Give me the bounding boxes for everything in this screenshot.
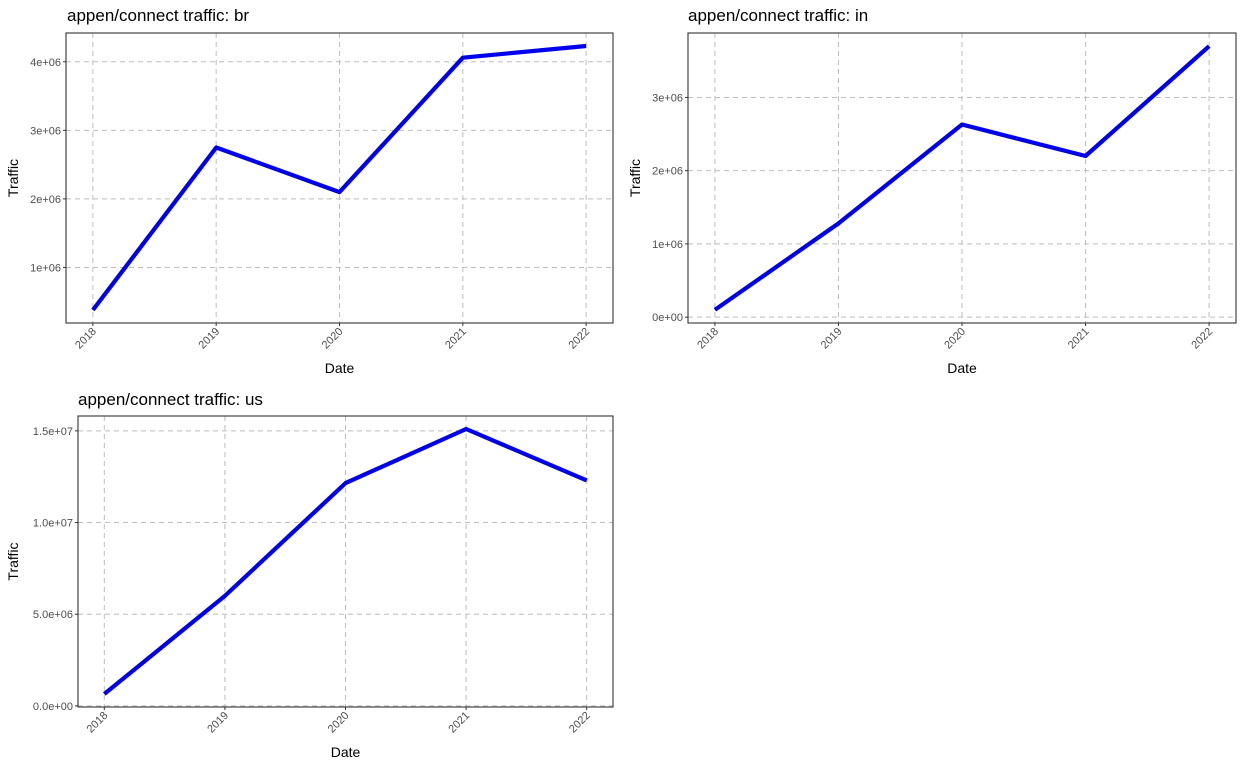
y-tick-label: 3e+06 bbox=[652, 92, 683, 104]
y-tick-label: 1e+06 bbox=[652, 239, 683, 251]
x-tick-label: 2018 bbox=[695, 326, 721, 352]
y-tick-label: 5.0e+06 bbox=[33, 609, 73, 621]
x-tick-label: 2020 bbox=[326, 710, 352, 736]
x-tick-label: 2021 bbox=[446, 710, 472, 736]
y-axis-title: Traffic bbox=[5, 542, 21, 580]
x-tick-label: 2020 bbox=[942, 326, 968, 352]
y-axis-title: Traffic bbox=[5, 159, 21, 197]
x-tick-label: 2019 bbox=[205, 710, 231, 736]
y-tick-label: 2e+06 bbox=[652, 166, 683, 178]
y-tick-label: 1.0e+07 bbox=[33, 518, 73, 530]
x-tick-label: 2020 bbox=[320, 326, 346, 352]
y-tick-label: 4e+06 bbox=[30, 57, 61, 69]
y-axis-title: Traffic bbox=[627, 159, 643, 197]
x-axis-title: Date bbox=[325, 360, 355, 376]
x-tick-label: 2019 bbox=[197, 326, 223, 352]
x-tick-label: 2022 bbox=[1189, 326, 1215, 352]
x-tick-label: 2018 bbox=[85, 710, 111, 736]
y-tick-label: 0.0e+00 bbox=[33, 701, 73, 713]
chart-panel: appen/connect traffic: us 0.0e+00 5.0e+06 1… bbox=[5, 390, 614, 760]
y-tick-label: 1.5e+07 bbox=[33, 426, 73, 438]
x-tick-label: 2022 bbox=[566, 326, 592, 352]
series-line bbox=[713, 44, 1211, 312]
chart-title: appen/connect traffic: br bbox=[67, 6, 249, 25]
series-line bbox=[91, 43, 587, 312]
y-tick-label: 0e+00 bbox=[652, 312, 683, 324]
x-axis-title: Date bbox=[947, 360, 977, 376]
x-tick-label: 2022 bbox=[567, 710, 593, 736]
y-tick-label: 1e+06 bbox=[30, 262, 61, 274]
x-axis-title: Date bbox=[331, 744, 361, 760]
x-tick-label: 2018 bbox=[73, 326, 99, 352]
x-tick-label: 2019 bbox=[819, 326, 845, 352]
x-tick-label: 2021 bbox=[443, 326, 469, 352]
chart-panel: appen/connect traffic: br 1e+06 2e+06 3e+06… bbox=[5, 6, 614, 376]
x-tick-label: 2021 bbox=[1066, 326, 1092, 352]
y-tick-label: 2e+06 bbox=[30, 194, 61, 206]
chart-panel: appen/connect traffic: in 0e+00 1e+06 2e+06… bbox=[627, 6, 1237, 376]
y-tick-label: 3e+06 bbox=[30, 125, 61, 137]
chart-title: appen/connect traffic: us bbox=[78, 390, 263, 409]
series-line bbox=[102, 426, 588, 696]
chart-title: appen/connect traffic: in bbox=[688, 6, 868, 25]
